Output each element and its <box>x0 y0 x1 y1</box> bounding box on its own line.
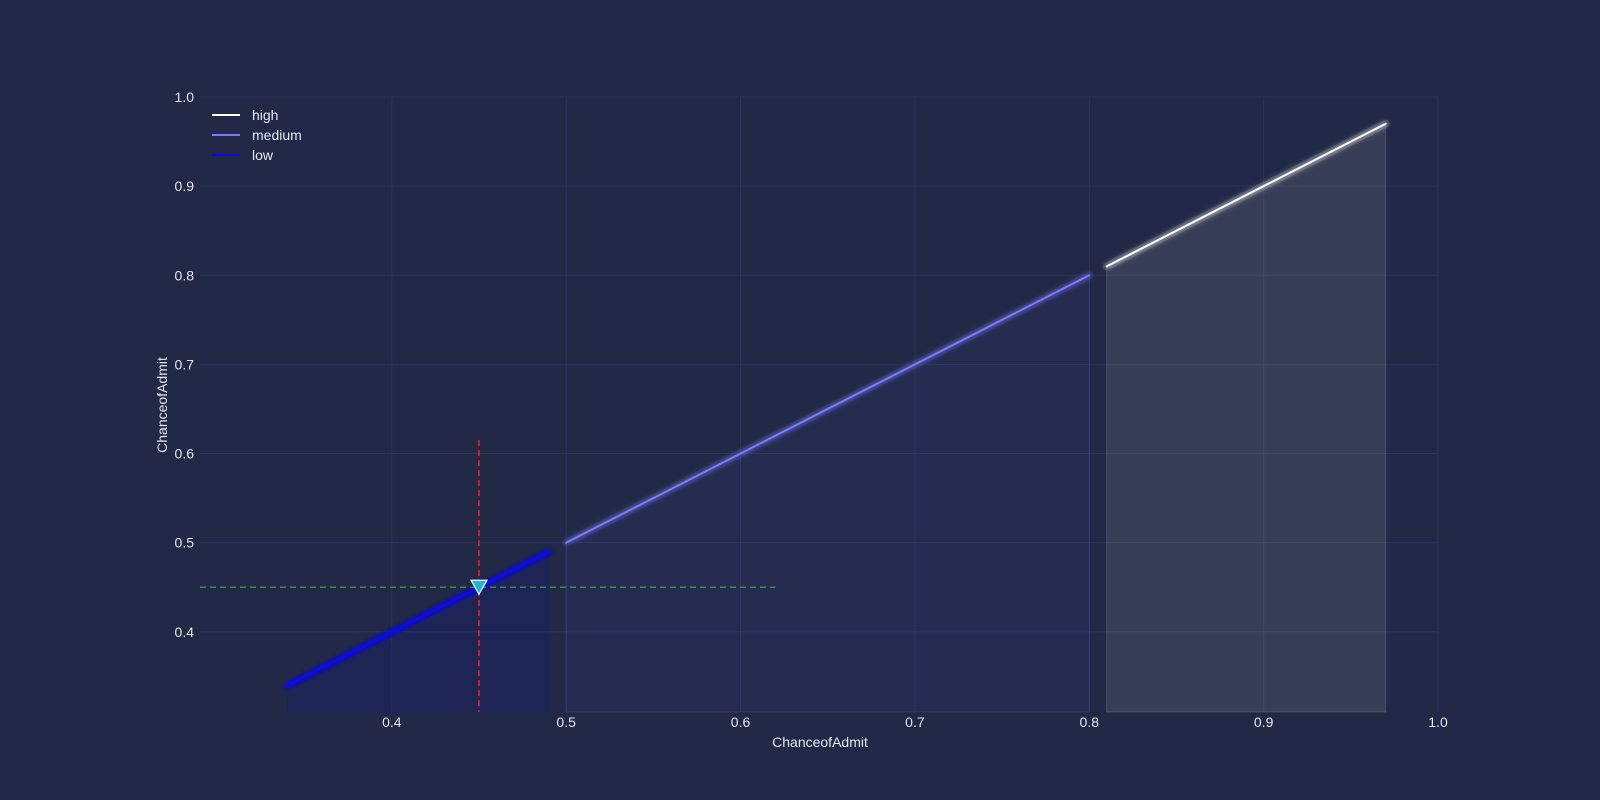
series-fill-medium <box>565 274 1090 713</box>
x-tick-label: 0.8 <box>1080 714 1100 730</box>
reference-lines <box>200 440 776 712</box>
marker-point <box>469 579 489 596</box>
x-tick-label: 0.9 <box>1254 714 1274 730</box>
y-tick-label: 0.6 <box>175 446 195 462</box>
x-tick-label: 0.4 <box>382 714 402 730</box>
x-tick-label: 0.7 <box>905 714 925 730</box>
area-fills <box>286 122 1387 713</box>
legend-label-low: low <box>252 147 274 163</box>
y-tick-label: 0.8 <box>175 267 195 283</box>
y-tick-label: 1.0 <box>175 89 195 105</box>
series-fill-high <box>1106 122 1387 713</box>
legend-label-high: high <box>252 107 278 123</box>
tick-labels: 0.4 0.5 0.6 0.7 0.8 0.9 1.0 0.4 0.5 0.6 0.7 0.8 0.9 1… <box>175 89 1448 730</box>
series-line-high <box>1105 122 1387 268</box>
y-tick-label: 0.4 <box>175 624 195 640</box>
y-tick-label: 0.9 <box>175 178 195 194</box>
legend-label-medium: medium <box>252 127 302 143</box>
markers <box>469 579 489 596</box>
x-tick-label: 1.0 <box>1428 714 1448 730</box>
x-tick-label: 0.5 <box>556 714 576 730</box>
x-axis-label: ChanceofAdmit <box>772 734 868 750</box>
series-line-low <box>285 549 551 688</box>
y-tick-label: 0.7 <box>175 356 195 372</box>
x-tick-label: 0.6 <box>731 714 751 730</box>
series-lines <box>282 119 1390 691</box>
legend: high medium low <box>212 107 302 163</box>
y-tick-label: 0.5 <box>175 535 195 551</box>
grid <box>200 96 1439 712</box>
y-axis-label: ChanceofAdmit <box>154 357 170 453</box>
series-line-medium <box>565 274 1091 544</box>
